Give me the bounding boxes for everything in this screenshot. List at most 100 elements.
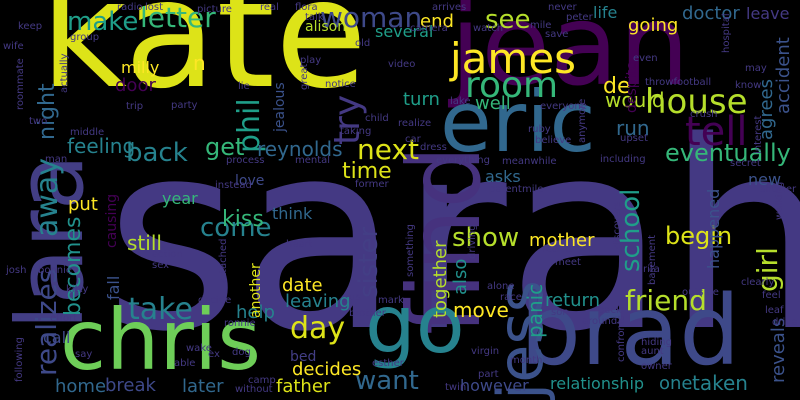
cloud-word: drive <box>772 317 798 328</box>
cloud-word: sister <box>354 226 384 298</box>
cloud-word: friend <box>625 284 707 317</box>
cloud-word: peter <box>566 12 593 23</box>
cloud-word: bed <box>290 349 317 365</box>
cloud-word: also <box>450 258 471 295</box>
cloud-word: keep <box>18 21 43 32</box>
cloud-word: return <box>545 290 601 311</box>
cloud-word: everyone <box>540 101 587 112</box>
cloud-word: flora <box>295 2 318 13</box>
cloud-word: begin <box>665 222 733 250</box>
cloud-word: one <box>659 373 693 394</box>
cloud-word: race <box>500 292 522 303</box>
cloud-word: end <box>420 11 454 32</box>
cloud-word: old <box>355 38 371 49</box>
cloud-word: brad <box>520 275 741 387</box>
cloud-word: real <box>260 2 279 13</box>
cloud-word: kate <box>40 0 368 122</box>
cloud-word: woman <box>320 1 423 34</box>
cloud-word: james <box>450 34 577 83</box>
cloud-word: even <box>633 53 658 64</box>
cloud-word: decide <box>198 295 232 306</box>
cloud-word: night <box>35 83 60 140</box>
cloud-word: talk <box>305 12 324 23</box>
cloud-word: another <box>248 263 264 318</box>
cloud-word: mile <box>522 184 544 195</box>
cloud-word: trip <box>126 101 144 112</box>
cloud-word: notice <box>325 79 356 90</box>
cloud-word: effort <box>50 313 78 324</box>
cloud-word: move <box>453 298 509 322</box>
cloud-word: say <box>75 349 93 360</box>
cloud-word: outside <box>682 287 719 298</box>
cloud-word: attached <box>218 238 229 283</box>
cloud-word: part <box>478 369 499 380</box>
cloud-word: tell <box>685 109 748 155</box>
cloud-word: dress <box>420 142 447 153</box>
cloud-word: year <box>162 189 198 208</box>
cloud-word: brother <box>349 308 386 319</box>
cloud-word: milly <box>121 58 160 77</box>
cloud-word: call <box>43 328 71 347</box>
cloud-word: interest <box>753 115 764 154</box>
cloud-word: decides <box>292 359 362 380</box>
cloud-word: camp <box>248 375 276 386</box>
cloud-word: de <box>603 74 631 99</box>
cloud-word: basement <box>647 235 658 285</box>
cloud-word: away <box>30 157 65 237</box>
cloud-word: party <box>171 100 198 111</box>
cloud-word: show <box>452 223 520 253</box>
cloud-word: arrives <box>432 2 467 13</box>
cloud-word: taking <box>340 126 372 137</box>
cloud-word: ruby <box>528 124 551 135</box>
cloud-word: letter <box>140 1 216 34</box>
cloud-word: meet <box>555 257 581 268</box>
cloud-word: asks <box>485 167 521 186</box>
cloud-word: dog <box>232 347 251 358</box>
cloud-word: discovers <box>612 201 623 249</box>
cloud-word: clearly <box>741 277 775 288</box>
cloud-word: feeling <box>67 134 136 158</box>
cloud-word: walking <box>774 181 785 220</box>
cloud-word: lake <box>450 96 471 107</box>
cloud-word: car <box>405 134 421 145</box>
cloud-word: twin <box>445 382 467 393</box>
cloud-word: process <box>226 155 265 166</box>
cloud-word: secret <box>730 158 761 169</box>
cloud-word: ex <box>208 349 220 360</box>
cloud-word: house <box>645 82 748 122</box>
cloud-word: kitty <box>66 284 89 295</box>
cloud-word: virgin <box>471 346 500 357</box>
cloud-word: actually <box>59 53 70 94</box>
cloud-word: aunt <box>641 346 664 357</box>
cloud-word: chris <box>60 291 262 389</box>
cloud-word: alison <box>305 19 347 35</box>
cloud-word: man <box>45 154 68 165</box>
cloud-word: lost <box>145 2 164 13</box>
cloud-word: hiding <box>641 337 672 348</box>
cloud-word: mental <box>295 155 331 166</box>
cloud-word: realize <box>398 118 432 129</box>
cloud-word: child <box>365 113 389 124</box>
cloud-word: run <box>616 116 650 140</box>
cloud-word: upset <box>620 133 648 144</box>
cloud-word: great <box>299 63 310 90</box>
cloud-word: still <box>127 231 162 255</box>
cloud-word: door <box>115 75 156 96</box>
cloud-word: without <box>235 384 273 395</box>
cloud-word: anymore <box>577 98 588 143</box>
cloud-word: n <box>193 51 206 75</box>
cloud-word: mile <box>530 20 552 31</box>
cloud-word: parent <box>489 184 522 195</box>
cloud-word: shower <box>760 184 797 195</box>
cloud-word: back <box>126 138 188 168</box>
cloud-word: wake <box>186 343 212 354</box>
cloud-word: causing <box>104 193 120 248</box>
cloud-word: together <box>430 240 451 318</box>
cloud-word: action <box>152 249 183 260</box>
cloud-word: never <box>548 2 577 13</box>
cloud-word: month <box>510 355 543 366</box>
cloud-word: something <box>405 224 416 277</box>
cloud-word: son <box>551 307 569 318</box>
cloud-word: including <box>600 154 646 165</box>
